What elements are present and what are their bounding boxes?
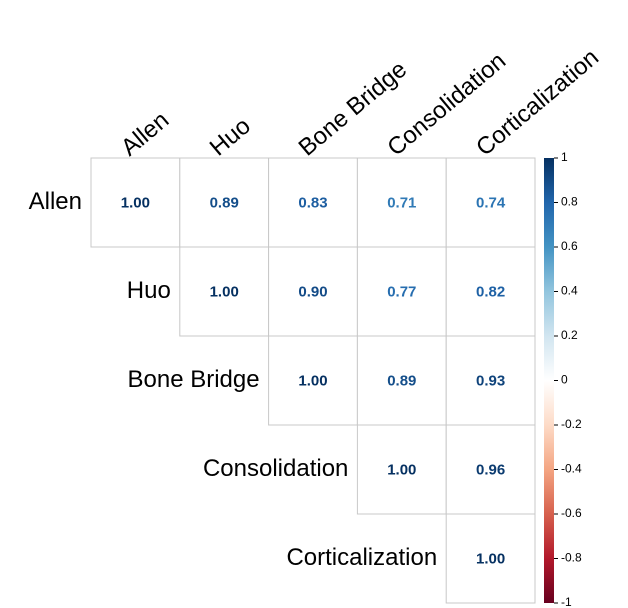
value-label: 0.71 bbox=[387, 194, 416, 211]
cell bbox=[268, 157, 358, 248]
colorbar-tick-label: 0.4 bbox=[561, 284, 578, 298]
colorbar-tick-label: 0.6 bbox=[561, 239, 578, 253]
column-label: Huo bbox=[205, 112, 256, 161]
cell bbox=[90, 157, 181, 248]
value-label: 1.00 bbox=[476, 550, 505, 567]
value-label: 1.00 bbox=[210, 283, 239, 300]
colorbar-tick-label: -0.4 bbox=[561, 462, 582, 476]
value-label: 1.00 bbox=[387, 461, 416, 478]
cell bbox=[356, 157, 447, 248]
value-label: 0.93 bbox=[476, 372, 505, 389]
colorbar-tick-label: 0 bbox=[561, 373, 568, 387]
colorbar-tick-label: -0.6 bbox=[561, 506, 582, 520]
cell bbox=[356, 246, 447, 337]
cell bbox=[445, 157, 536, 248]
cell bbox=[179, 246, 270, 337]
cell bbox=[445, 513, 536, 604]
cell bbox=[356, 424, 447, 515]
colorbar-tick-label: -1 bbox=[561, 595, 572, 608]
row-label: Consolidation bbox=[203, 455, 348, 482]
value-label: 0.89 bbox=[387, 372, 416, 389]
value-label: 0.74 bbox=[476, 194, 506, 211]
colorbar-tick-label: -0.2 bbox=[561, 417, 582, 431]
value-label: 0.96 bbox=[476, 461, 505, 478]
row-label: Bone Bridge bbox=[128, 366, 260, 393]
value-label: 0.82 bbox=[476, 283, 505, 300]
cell bbox=[179, 157, 270, 248]
row-label: Corticalization bbox=[286, 544, 437, 571]
value-label: 0.90 bbox=[298, 283, 327, 300]
cell bbox=[445, 335, 536, 426]
value-label: 1.00 bbox=[298, 372, 327, 389]
row-label: Huo bbox=[127, 277, 171, 304]
colorbar-tick-label: -0.8 bbox=[561, 551, 582, 565]
cell bbox=[268, 335, 358, 426]
colorbar-tick-label: 1 bbox=[561, 150, 568, 164]
cell bbox=[445, 424, 536, 515]
value-label: 1.00 bbox=[121, 194, 150, 211]
value-label: 0.83 bbox=[298, 194, 327, 211]
colorbar-tick-label: 0.8 bbox=[561, 195, 578, 209]
value-label: 0.89 bbox=[210, 194, 239, 211]
column-label: Allen bbox=[116, 106, 174, 161]
colorbar bbox=[544, 158, 554, 603]
value-label: 0.77 bbox=[387, 283, 416, 300]
row-label: Allen bbox=[29, 188, 82, 215]
colorbar-tick-label: 0.2 bbox=[561, 328, 578, 342]
